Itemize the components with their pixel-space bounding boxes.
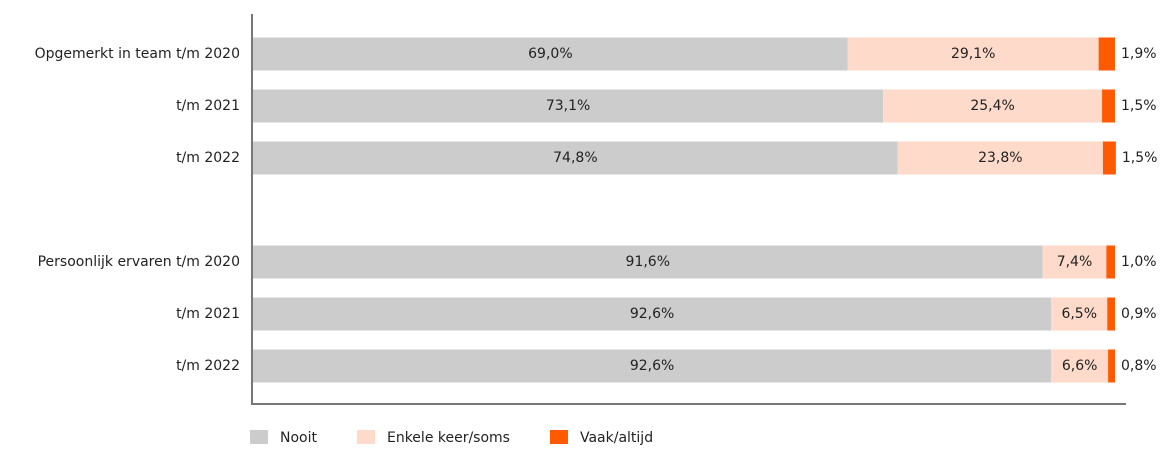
- bar-segment: [1042, 245, 1107, 279]
- data-label: 69,0%: [528, 46, 572, 62]
- data-label: 0,8%: [1121, 358, 1157, 374]
- data-label: 25,4%: [970, 98, 1014, 114]
- data-label: 92,6%: [630, 306, 674, 322]
- legend-label: Vaak/altijd: [580, 430, 653, 446]
- bar-segment: [253, 141, 898, 175]
- bar-segment: [253, 297, 1052, 331]
- legend-label: Nooit: [280, 430, 317, 446]
- bar-segment: [1051, 297, 1108, 331]
- y-tick-label: Persoonlijk ervaren t/m 2020: [38, 254, 240, 270]
- bar-segment: [1106, 245, 1115, 279]
- bar-segment: [1098, 37, 1115, 71]
- data-label: 74,8%: [553, 150, 597, 166]
- data-label: 91,6%: [626, 254, 670, 270]
- data-label: 1,9%: [1121, 46, 1157, 62]
- y-tick-label: t/m 2021: [176, 98, 240, 114]
- data-label: 1,5%: [1122, 150, 1158, 166]
- bar-segment: [1102, 141, 1116, 175]
- bar-segment: [1102, 89, 1115, 123]
- bar-segment: [897, 141, 1103, 175]
- y-tick-label: t/m 2022: [176, 150, 240, 166]
- bar-segment: [253, 37, 848, 71]
- data-label: 1,0%: [1121, 254, 1157, 270]
- legend-swatch: [549, 430, 568, 444]
- bar-segment: [253, 349, 1052, 383]
- data-label: 0,9%: [1121, 306, 1157, 322]
- bar-segment: [1051, 349, 1109, 383]
- data-label: 92,6%: [630, 358, 674, 374]
- bar-segment: [1108, 349, 1115, 383]
- bar-segment: [847, 37, 1099, 71]
- legend-label: Enkele keer/soms: [387, 430, 510, 446]
- bar-segment: [253, 89, 884, 123]
- bar-segment: [1107, 297, 1115, 331]
- data-label: 29,1%: [951, 46, 995, 62]
- legend-swatch: [250, 430, 268, 444]
- bar-segment: [253, 245, 1043, 279]
- y-tick-label: t/m 2021: [176, 306, 240, 322]
- y-tick-label: Opgemerkt in team t/m 2020: [35, 46, 240, 62]
- bar-segment: [883, 89, 1103, 123]
- data-label: 6,6%: [1062, 358, 1098, 374]
- data-label: 73,1%: [546, 98, 590, 114]
- data-label: 7,4%: [1057, 254, 1093, 270]
- legend-swatch: [356, 430, 375, 444]
- data-label: 1,5%: [1121, 98, 1157, 114]
- y-tick-label: t/m 2022: [176, 358, 240, 374]
- data-label: 6,5%: [1061, 306, 1097, 322]
- data-label: 23,8%: [978, 150, 1022, 166]
